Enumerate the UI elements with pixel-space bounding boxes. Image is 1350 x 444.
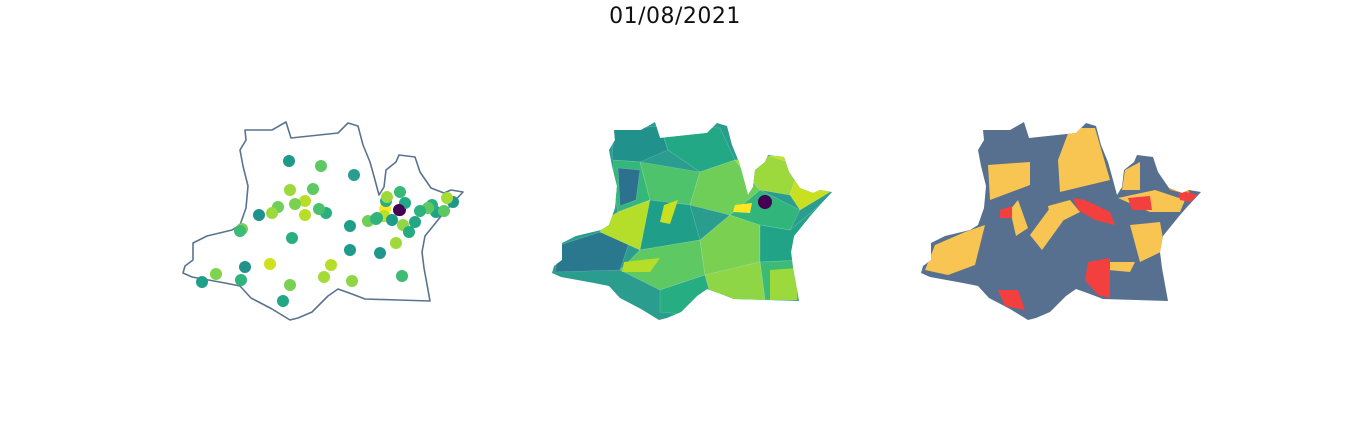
municipality-marker bbox=[348, 169, 360, 181]
category-region bbox=[998, 290, 1025, 310]
municipality-marker bbox=[283, 155, 295, 167]
municipality-marker bbox=[234, 225, 246, 237]
municipality-marker bbox=[266, 207, 278, 219]
municipality-marker bbox=[196, 276, 208, 288]
category-region bbox=[1010, 200, 1028, 236]
municipality-marker bbox=[396, 270, 408, 282]
category-region bbox=[1122, 162, 1140, 190]
municipality-marker bbox=[284, 279, 296, 291]
municipality-marker bbox=[284, 184, 296, 196]
municipality-marker bbox=[409, 216, 421, 228]
municipality-marker bbox=[438, 205, 450, 217]
capital-marker bbox=[393, 204, 405, 216]
figure-title: 01/08/2021 bbox=[609, 4, 741, 29]
municipality-region bbox=[770, 268, 797, 300]
municipality-marker bbox=[318, 271, 330, 283]
municipality-marker bbox=[253, 209, 265, 221]
municipality-region bbox=[611, 125, 669, 163]
category-region bbox=[1178, 190, 1198, 202]
municipality-marker bbox=[210, 268, 222, 280]
municipality-marker bbox=[299, 209, 311, 221]
municipality-marker bbox=[277, 295, 289, 307]
municipality-region bbox=[729, 189, 801, 231]
category-regions bbox=[925, 128, 1198, 310]
municipality-marker bbox=[307, 183, 319, 195]
municipality-region bbox=[617, 167, 641, 207]
category-region bbox=[1085, 258, 1110, 298]
municipality-marker bbox=[325, 259, 337, 271]
municipality-region bbox=[660, 200, 678, 224]
capital-region bbox=[758, 195, 772, 209]
municipality-region bbox=[733, 203, 752, 213]
municipality-marker bbox=[344, 244, 356, 256]
municipality-marker bbox=[299, 195, 311, 207]
category-region bbox=[1000, 206, 1012, 218]
municipality-region bbox=[622, 258, 660, 272]
municipality-marker bbox=[344, 220, 356, 232]
municipality-marker bbox=[286, 232, 298, 244]
category-region bbox=[1130, 222, 1165, 262]
category-region bbox=[988, 162, 1030, 200]
municipality-marker bbox=[441, 192, 453, 204]
municipality-marker bbox=[394, 186, 406, 198]
category-region bbox=[1128, 196, 1152, 210]
municipality-marker bbox=[390, 237, 402, 249]
municipality-regions bbox=[554, 125, 831, 316]
municipality-marker bbox=[315, 160, 327, 172]
municipality-marker bbox=[313, 203, 325, 215]
municipality-marker bbox=[239, 261, 251, 273]
municipality-marker bbox=[235, 274, 247, 286]
municipality-marker bbox=[346, 275, 358, 287]
category-region bbox=[1048, 200, 1080, 226]
municipality-marker bbox=[403, 226, 415, 238]
municipality-marker bbox=[374, 247, 386, 259]
municipality-marker bbox=[264, 258, 276, 270]
category-region bbox=[1058, 128, 1110, 192]
category-region bbox=[1108, 262, 1135, 272]
marker-layer bbox=[196, 155, 459, 307]
municipality-marker bbox=[289, 198, 301, 210]
category-region bbox=[1118, 190, 1185, 212]
municipality-marker bbox=[381, 191, 393, 203]
municipality-marker bbox=[386, 214, 398, 226]
municipality-marker bbox=[371, 212, 383, 224]
municipality-marker bbox=[414, 205, 426, 217]
state-outline bbox=[182, 121, 464, 321]
category-region bbox=[1073, 198, 1115, 225]
category-region bbox=[925, 225, 985, 275]
municipality-region bbox=[554, 231, 631, 273]
